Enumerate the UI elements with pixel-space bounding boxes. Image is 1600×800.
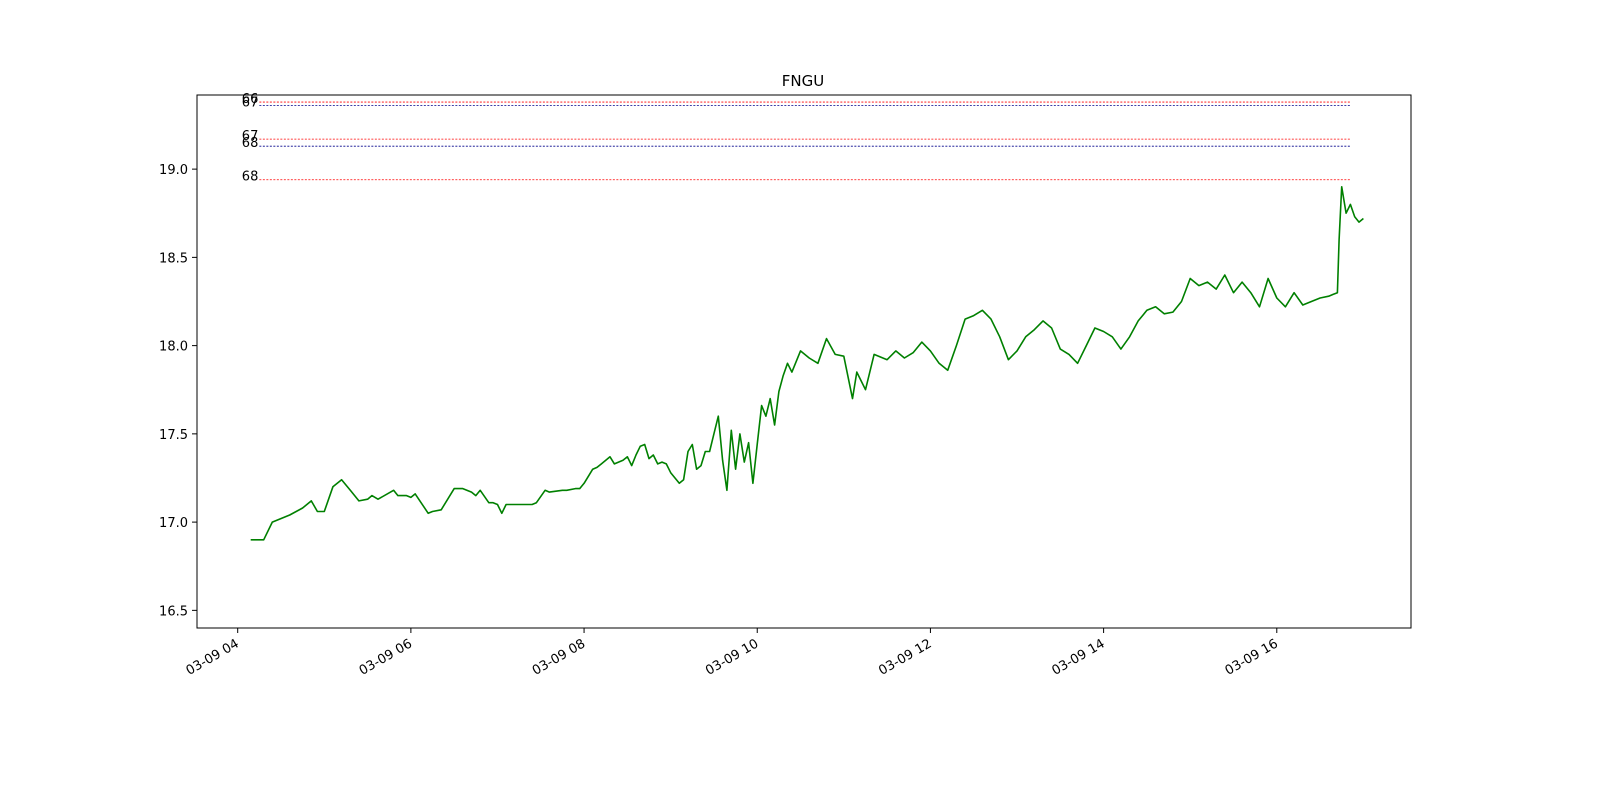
level-label: 68 <box>242 136 259 151</box>
x-tick-label: 03-09 12 <box>876 636 934 678</box>
y-tick-label: 18.0 <box>159 340 188 355</box>
series-group <box>250 186 1364 541</box>
y-tick-label: 17.0 <box>159 516 188 531</box>
x-axis: 03-09 04 03-09 06 03-09 08 03-09 10 03-09 12… <box>184 628 1281 679</box>
price-series-line <box>250 186 1364 541</box>
x-tick-label: 03-09 04 <box>184 636 242 678</box>
y-axis: 16.5 17.0 17.5 18.0 18.5 19.0 <box>159 163 197 619</box>
x-tick-label: 03-09 06 <box>357 636 415 678</box>
level-label: 67 <box>242 96 259 111</box>
level-label: 67 <box>242 129 259 144</box>
plot-area <box>196 94 1412 629</box>
y-tick-label: 17.5 <box>159 428 188 443</box>
y-tick-label: 16.5 <box>159 604 188 619</box>
y-tick-label: 18.5 <box>159 251 188 266</box>
x-tick-label: 03-09 10 <box>703 636 761 678</box>
x-tick-label: 03-09 08 <box>530 636 588 678</box>
level-label: 66 <box>242 92 259 107</box>
x-tick-label: 03-09 16 <box>1223 636 1281 678</box>
level-label: 68 <box>242 170 259 185</box>
x-tick-label: 03-09 14 <box>1049 636 1107 678</box>
chart-title: FNGU <box>782 72 824 90</box>
y-tick-label: 19.0 <box>159 163 188 178</box>
